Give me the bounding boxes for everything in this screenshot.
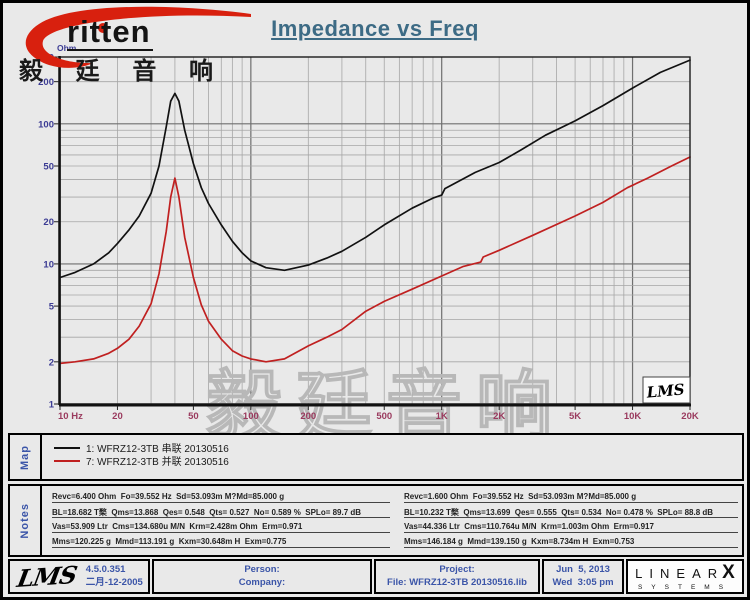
legend-item: 7: WFRZ12-3TB 并联 20130516 bbox=[54, 454, 229, 468]
notes-line: BL=18.682 T楘 Qms=13.868 Qes= 0.548 Qts= … bbox=[52, 503, 390, 518]
page-title: Impedance vs Freq bbox=[271, 16, 479, 41]
legend-text: 7: WFRZ12-3TB 并联 20130516 bbox=[86, 457, 229, 468]
notes-line: BL=10.232 T楘 Qms=13.699 Qes= 0.555 Qts= … bbox=[404, 503, 738, 518]
y-tick-label: 100 bbox=[38, 119, 54, 130]
linearx-logo: LINEAR X bbox=[635, 562, 735, 584]
brand-logo: ritten 毅 廷 音 响 bbox=[7, 3, 257, 89]
y-tick-label: 1 bbox=[49, 400, 55, 411]
legend-text: 1: WFRZ12-3TB 串联 20130516 bbox=[86, 444, 229, 455]
curve-series-1 bbox=[59, 59, 691, 279]
x-tick-label: 50 bbox=[188, 411, 199, 422]
plot-frame bbox=[59, 56, 691, 405]
notes-line: Mms=120.225 g Mmd=113.191 g Kxm=30.648m … bbox=[52, 533, 390, 548]
legend: 1: WFRZ12-3TB 串联 20130516 7: WFRZ12-3TB 并… bbox=[42, 435, 229, 479]
grid bbox=[59, 56, 691, 405]
x-tick-label: 2K bbox=[493, 411, 505, 422]
curve-series-2 bbox=[59, 156, 691, 365]
x-tick-label: 10 Hz bbox=[58, 411, 83, 422]
notes-line: Vas=44.336 Ltr Cms=110.764u M/N Krm=1.00… bbox=[404, 518, 738, 533]
x-tick-label: 10K bbox=[624, 411, 642, 422]
footer-project-cell: Project: File: WFRZ12-3TB 20130516.lib bbox=[374, 559, 540, 594]
notes-line: Revc=1.600 Ohm Fo=39.552 Hz Sd=53.093m M… bbox=[404, 488, 738, 503]
project-label: Project: bbox=[439, 563, 475, 575]
x-tick-label: 20 bbox=[112, 411, 123, 422]
notes-columns: Revc=6.400 Ohm Fo=39.552 Hz Sd=53.093m M… bbox=[42, 486, 742, 555]
notes-line: Mms=146.184 g Mmd=139.150 g Kxm=8.734m H… bbox=[404, 533, 738, 548]
footer-date: Jun 5, 2013 bbox=[556, 563, 610, 575]
notes-column-right: Revc=1.600 Ohm Fo=39.552 Hz Sd=53.093m M… bbox=[404, 488, 738, 555]
x-tick-label: 1K bbox=[436, 411, 448, 422]
legend-item: 1: WFRZ12-3TB 串联 20130516 bbox=[54, 441, 229, 455]
x-tick-label: 500 bbox=[376, 411, 392, 422]
y-tick-label: 2 bbox=[49, 357, 54, 368]
lms-version: 4.5.0.351 bbox=[85, 563, 126, 575]
footer-time: Wed 3:05 pm bbox=[552, 576, 614, 588]
lms-inset-logo: LMS bbox=[645, 380, 686, 401]
person-label: Person: bbox=[244, 563, 280, 575]
lms-version-block: 4.5.0.351 二月-12-2005 bbox=[86, 564, 143, 590]
lms-logo: LMS bbox=[14, 560, 79, 593]
notes-label-cell: Notes bbox=[10, 486, 42, 555]
company-label: Company: bbox=[238, 576, 286, 588]
y-tick-label: 10 bbox=[43, 259, 54, 270]
lms-version-date: 二月-12-2005 bbox=[85, 576, 143, 588]
linearx-name: LINEAR bbox=[635, 566, 725, 581]
footer-lms-cell: LMS 4.5.0.351 二月-12-2005 bbox=[8, 559, 150, 594]
x-tick-label: 100 bbox=[243, 411, 259, 422]
footer-bar: LMS 4.5.0.351 二月-12-2005 Person: Company… bbox=[8, 559, 744, 594]
map-panel: Map 1: WFRZ12-3TB 串联 20130516 7: WFRZ12-3… bbox=[8, 433, 744, 481]
y-tick-label: 50 bbox=[43, 162, 54, 173]
notes-column-left: Revc=6.400 Ohm Fo=39.552 Hz Sd=53.093m M… bbox=[52, 488, 390, 555]
x-tick-label: 20K bbox=[681, 411, 699, 422]
brand-swoosh-icon bbox=[25, 6, 251, 68]
notes-panel-label: Notes bbox=[19, 502, 31, 539]
x-tick-label: 200 bbox=[300, 411, 316, 422]
file-label: File: WFRZ12-3TB 20130516.lib bbox=[387, 576, 527, 588]
x-tick-label: 5K bbox=[569, 411, 581, 422]
brand-name-text: ritten bbox=[67, 14, 153, 52]
map-label-cell: Map bbox=[10, 435, 42, 479]
y-tick-label: 20 bbox=[43, 217, 54, 228]
lms-inset-box bbox=[642, 376, 691, 404]
notes-line: Vas=53.909 Ltr Cms=134.680u M/N Krm=2.42… bbox=[52, 518, 390, 533]
legend-swatch bbox=[54, 446, 80, 449]
legend-swatch bbox=[54, 459, 80, 462]
footer-linearx-cell: LINEAR X SYSTEMS bbox=[626, 559, 744, 594]
footer-person-cell: Person: Company: bbox=[152, 559, 372, 594]
brand-chinese-text: 毅 廷 音 响 bbox=[19, 58, 227, 85]
linearx-x: X bbox=[722, 562, 735, 583]
linearx-systems-text: SYSTEMS bbox=[637, 584, 733, 591]
footer-datetime-cell: Jun 5, 2013 Wed 3:05 pm bbox=[542, 559, 624, 594]
map-panel-label: Map bbox=[19, 444, 31, 470]
y-tick-label: 5 bbox=[49, 302, 55, 313]
notes-panel: Notes Revc=6.400 Ohm Fo=39.552 Hz Sd=53.… bbox=[8, 484, 744, 557]
notes-line: Revc=6.400 Ohm Fo=39.552 Hz Sd=53.093m M… bbox=[52, 488, 390, 503]
